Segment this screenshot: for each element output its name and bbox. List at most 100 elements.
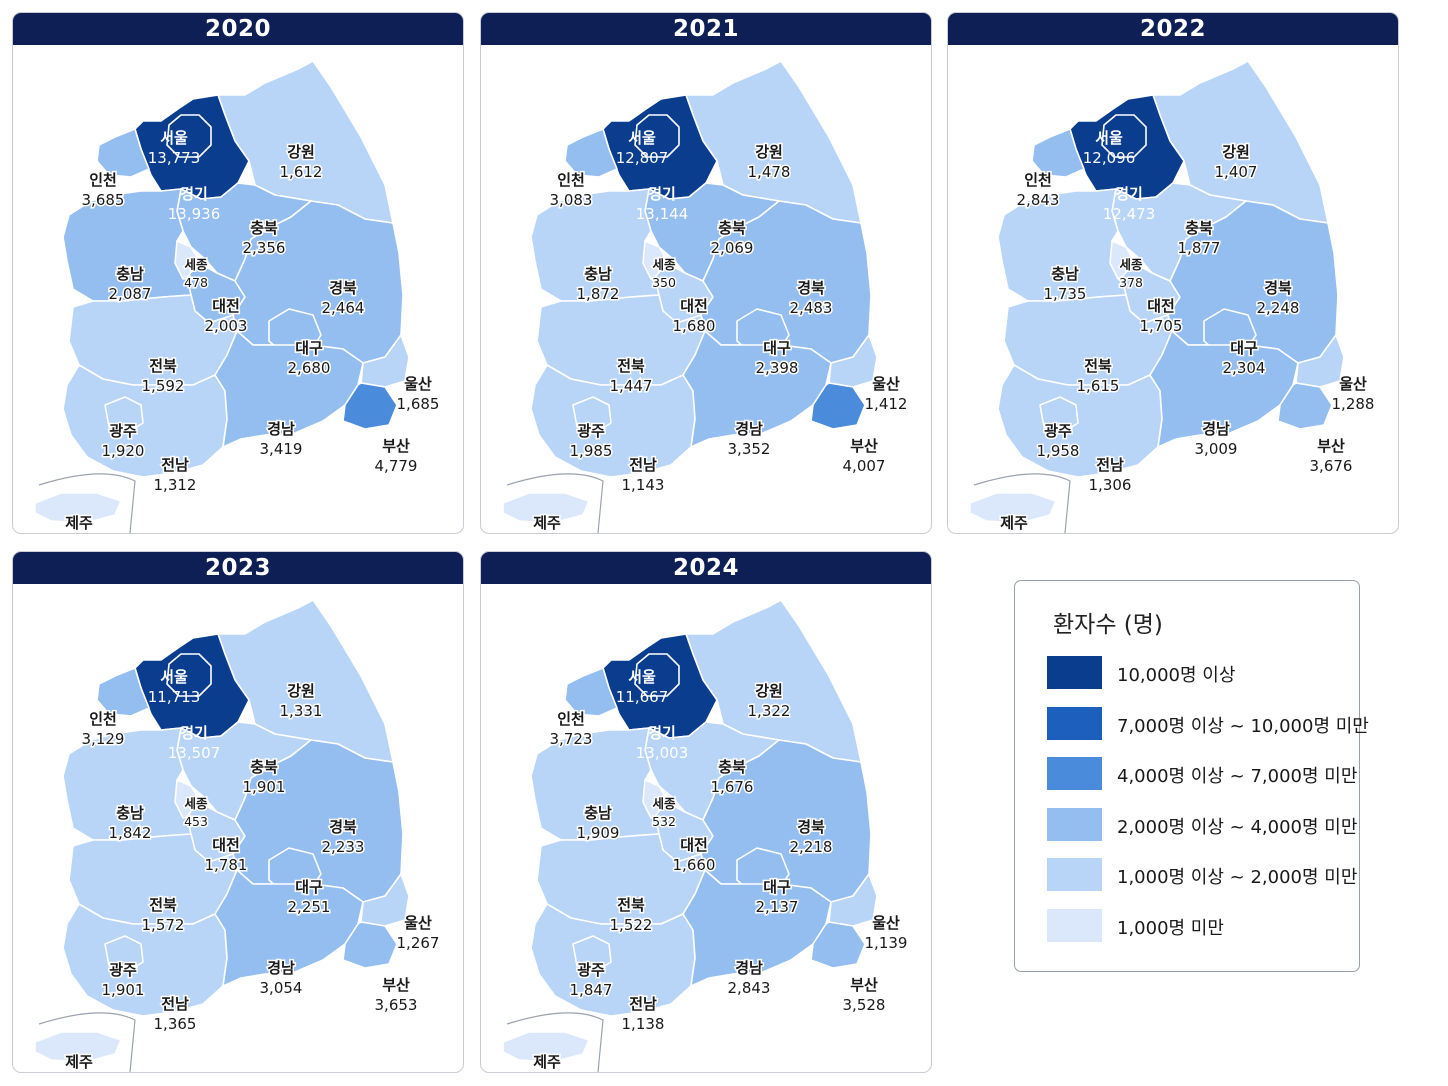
region-name-jeonnam: 전남 [1096, 456, 1124, 474]
region-jeju [502, 1031, 590, 1063]
region-jeju [34, 492, 122, 524]
region-value-gwangju: 1,920 [102, 442, 145, 460]
region-name-daegu: 대구 [763, 878, 791, 896]
legend-label: 7,000명 이상 ~ 10,000명 미만 [1117, 716, 1369, 737]
region-gwangju [104, 396, 144, 434]
region-value-seoul: 12,807 [616, 149, 669, 167]
region-value-busan: 4,007 [843, 457, 886, 475]
region-name-gyeonggi: 경기 [648, 724, 676, 742]
region-value-incheon: 3,685 [82, 191, 125, 209]
region-daegu [268, 308, 322, 356]
region-value-gangwon: 1,612 [280, 163, 323, 181]
region-name-gyeongnam: 경남 [735, 959, 763, 977]
region-seoul [166, 653, 212, 697]
legend-swatch [1047, 656, 1102, 689]
region-gwangju [572, 396, 612, 434]
region-name-gyeongnam: 경남 [267, 420, 295, 438]
region-value-daegu: 2,304 [1223, 359, 1266, 377]
panel-year-title: 2020 [13, 13, 463, 45]
region-name-gwangju: 광주 [109, 961, 137, 979]
region-name-jeju: 제주 [1000, 514, 1028, 532]
panel-year-title: 2022 [948, 13, 1398, 45]
region-value-gangwon: 1,331 [280, 702, 323, 720]
legend-label: 2,000명 이상 ~ 4,000명 미만 [1117, 817, 1358, 838]
region-name-chungnam: 충남 [116, 265, 144, 283]
region-name-sejong: 세종 [652, 257, 676, 272]
region-value-daegu: 2,137 [756, 898, 799, 916]
legend-label: 4,000명 이상 ~ 7,000명 미만 [1117, 766, 1358, 787]
region-seoul [1101, 114, 1147, 158]
region-name-ulsan: 울산 [1339, 375, 1367, 393]
region-name-busan: 부산 [850, 976, 878, 994]
jeju-inset-divider [38, 1012, 136, 1072]
region-name-incheon: 인천 [1024, 171, 1052, 189]
region-name-seoul: 서울 [160, 129, 188, 147]
region-name-seoul: 서울 [160, 668, 188, 686]
region-name-jeonnam: 전남 [629, 995, 657, 1013]
region-value-busan: 3,676 [1310, 457, 1353, 475]
region-gyeongnam [214, 869, 364, 987]
region-name-chungnam: 충남 [584, 804, 612, 822]
region-value-busan: 4,779 [375, 457, 418, 475]
region-name-seoul: 서울 [628, 668, 656, 686]
legend-label: 10,000명 이상 [1117, 665, 1236, 686]
legend: 환자수 (명) 10,000명 이상 7,000명 이상 ~ 10,000명 미… [1014, 580, 1369, 972]
region-busan [342, 921, 398, 969]
region-name-gwangju: 광주 [1044, 422, 1072, 440]
region-value-jeonbuk: 1,615 [1077, 377, 1120, 395]
region-value-gyeonggi: 13,144 [636, 205, 689, 223]
region-value-chungbuk: 1,877 [1178, 239, 1221, 257]
region-value-chungnam: 1,842 [109, 824, 152, 842]
region-gyeongnam [214, 330, 364, 448]
legend-title: 환자수 (명) [1053, 612, 1163, 638]
panel-year-title: 2023 [13, 552, 463, 584]
region-value-gwangju: 1,985 [570, 442, 613, 460]
region-value-gwangju: 1,847 [570, 981, 613, 999]
region-value-gyeonggi: 13,003 [636, 744, 689, 762]
region-daegu [1203, 308, 1257, 356]
region-value-chungbuk: 1,901 [243, 778, 286, 796]
region-value-gyeongbuk: 2,464 [322, 299, 365, 317]
region-name-gwangju: 광주 [577, 961, 605, 979]
region-value-gyeonggi: 12,473 [1103, 205, 1156, 223]
region-gwangju [104, 935, 144, 973]
region-value-daegu: 2,680 [288, 359, 331, 377]
region-gyeongnam [1149, 330, 1299, 448]
region-name-ulsan: 울산 [404, 375, 432, 393]
region-value-jeonbuk: 1,592 [142, 377, 185, 395]
map-panel-2023: 2023 서울 11,713 경기 13,507 인천 3,129 강원 1,331 충북 1,90… [12, 551, 464, 1073]
region-incheon [96, 667, 150, 717]
region-value-jeonnam: 1,138 [622, 1015, 665, 1033]
region-value-ulsan: 1,685 [397, 395, 440, 413]
region-value-gyeongnam: 3,009 [1195, 440, 1238, 458]
legend-swatch [1047, 757, 1102, 790]
region-seoul [634, 653, 680, 697]
region-name-gyeongnam: 경남 [1202, 420, 1230, 438]
region-value-chungnam: 1,735 [1044, 285, 1087, 303]
region-value-seoul: 13,773 [148, 149, 201, 167]
region-name-daegu: 대구 [763, 339, 791, 357]
region-busan [810, 921, 866, 969]
region-name-seoul: 서울 [1095, 129, 1123, 147]
legend-swatch [1047, 858, 1102, 891]
region-name-gyeonggi: 경기 [180, 185, 208, 203]
region-value-gyeonggi: 13,936 [168, 205, 221, 223]
region-value-gyeongbuk: 2,483 [790, 299, 833, 317]
region-value-jeonbuk: 1,572 [142, 916, 185, 934]
region-value-gangwon: 1,407 [1215, 163, 1258, 181]
region-name-sejong: 세종 [652, 796, 676, 811]
region-value-seoul: 11,713 [148, 688, 201, 706]
region-name-seoul: 서울 [628, 129, 656, 147]
region-value-gangwon: 1,478 [748, 163, 791, 181]
region-value-daejeon: 1,781 [205, 856, 248, 874]
region-seoul [166, 114, 212, 158]
region-name-jeonnam: 전남 [161, 995, 189, 1013]
region-name-gyeonggi: 경기 [1115, 185, 1143, 203]
region-name-chungnam: 충남 [116, 804, 144, 822]
region-name-gangwon: 강원 [1222, 143, 1250, 161]
jeju-inset-divider [973, 473, 1071, 533]
region-value-daegu: 2,398 [756, 359, 799, 377]
region-value-gyeongnam: 3,054 [260, 979, 303, 997]
korea-map: 서울 12,807 경기 13,144 인천 3,083 강원 1,478 충북 2,069 충남 1… [502, 60, 909, 533]
region-name-gwangju: 광주 [577, 422, 605, 440]
